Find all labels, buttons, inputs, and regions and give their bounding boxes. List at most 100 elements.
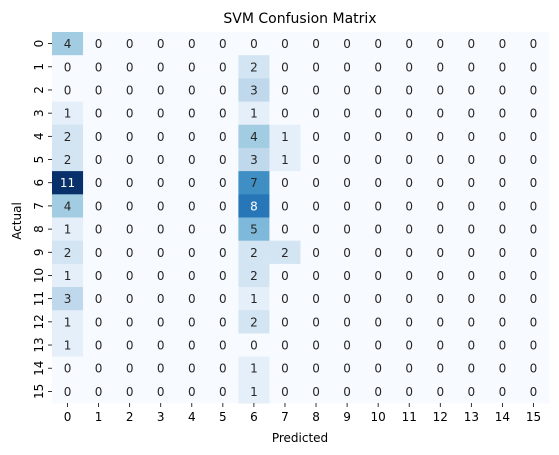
x-tick-label: 6 xyxy=(250,410,258,424)
y-tick-label: 3 xyxy=(32,109,46,117)
heatmap-cell xyxy=(52,263,84,288)
heatmap-cell xyxy=(517,240,550,265)
heatmap-cell xyxy=(517,147,550,172)
cell-value-label: 0 xyxy=(126,315,134,329)
cell-value-label: 0 xyxy=(530,339,538,353)
heatmap-cell xyxy=(269,240,301,265)
cell-value-label: 0 xyxy=(95,60,103,74)
heatmap-cell xyxy=(362,147,395,172)
cell-value-label: 0 xyxy=(374,199,382,213)
heatmap-cell xyxy=(207,333,239,358)
cell-value-label: 0 xyxy=(95,315,103,329)
cell-value-label: 0 xyxy=(374,107,382,121)
heatmap-cell xyxy=(83,333,115,358)
cell-value-label: 0 xyxy=(530,153,538,167)
heatmap-cell xyxy=(176,32,208,56)
cell-value-label: 0 xyxy=(436,83,444,97)
heatmap-cell xyxy=(393,356,426,381)
cell-value-label: 0 xyxy=(530,246,538,260)
cell-value-label: 11 xyxy=(60,176,75,190)
cell-value-label: 0 xyxy=(468,246,476,260)
cell-value-label: 0 xyxy=(312,385,320,399)
heatmap-cell xyxy=(486,287,519,311)
heatmap-cell xyxy=(455,101,488,126)
cell-value-label: 0 xyxy=(250,339,258,353)
heatmap-cell xyxy=(238,356,270,381)
cell-value-label: 0 xyxy=(468,83,476,97)
heatmap-cell xyxy=(455,147,488,172)
cell-value-label: 0 xyxy=(281,83,289,97)
cell-value-label: 0 xyxy=(468,315,476,329)
y-tick-label: 10 xyxy=(32,268,46,283)
cell-value-label: 0 xyxy=(343,37,351,51)
cell-value-label: 0 xyxy=(312,60,320,74)
cell-value-label: 0 xyxy=(312,83,320,97)
cell-value-label: 0 xyxy=(530,60,538,74)
cell-value-label: 0 xyxy=(281,223,289,237)
heatmap-cell xyxy=(424,379,457,404)
heatmap-cell xyxy=(424,32,457,56)
heatmap-cell xyxy=(176,310,208,334)
heatmap-cell xyxy=(331,287,364,311)
cell-value-label: 0 xyxy=(64,60,72,74)
heatmap-cell xyxy=(145,356,177,381)
cell-value-label: 0 xyxy=(157,385,165,399)
heatmap-cell xyxy=(424,240,457,265)
heatmap-cell xyxy=(269,356,301,381)
cell-value-label: 0 xyxy=(188,339,196,353)
cell-value-label: 2 xyxy=(281,246,289,260)
cell-value-label: 0 xyxy=(530,362,538,376)
heatmap-cell xyxy=(362,379,395,404)
cell-value-label: 0 xyxy=(436,385,444,399)
heatmap-cell xyxy=(83,287,115,311)
x-tick-label: 10 xyxy=(371,410,386,424)
cell-value-label: 0 xyxy=(499,385,507,399)
heatmap-cell xyxy=(486,194,519,218)
heatmap-cell xyxy=(145,194,177,218)
heatmap-cell xyxy=(207,240,239,265)
heatmap-cell xyxy=(424,333,457,358)
cell-value-label: 0 xyxy=(188,107,196,121)
heatmap-cell xyxy=(517,124,550,149)
heatmap-cell xyxy=(393,333,426,358)
heatmap-cell xyxy=(52,333,84,358)
heatmap-cell xyxy=(238,240,270,265)
heatmap-cell xyxy=(114,263,146,288)
heatmap-cell xyxy=(269,171,301,195)
heatmap-cell xyxy=(145,240,177,265)
heatmap-cell xyxy=(331,240,364,265)
heatmap-cell xyxy=(114,171,146,195)
heatmap-cell xyxy=(424,55,457,79)
heatmap-cell xyxy=(145,379,177,404)
heatmap-cell xyxy=(114,287,146,311)
cell-value-label: 0 xyxy=(281,339,289,353)
heatmap-cell xyxy=(207,101,239,126)
x-tick-label: 3 xyxy=(157,410,165,424)
heatmap-cell xyxy=(145,217,177,242)
heatmap-cell xyxy=(331,101,364,126)
cell-value-label: 0 xyxy=(188,130,196,144)
y-tick-label: 5 xyxy=(32,156,46,164)
heatmap-cell xyxy=(52,287,84,311)
cell-value-label: 0 xyxy=(436,223,444,237)
cell-value-label: 0 xyxy=(126,362,134,376)
cell-value-label: 1 xyxy=(64,339,72,353)
cell-value-label: 0 xyxy=(499,315,507,329)
heatmap-cell xyxy=(207,194,239,218)
cell-value-label: 0 xyxy=(281,385,289,399)
cell-value-label: 0 xyxy=(126,269,134,283)
cell-value-label: 0 xyxy=(157,60,165,74)
cell-value-label: 0 xyxy=(499,176,507,190)
cell-value-label: 0 xyxy=(343,107,351,121)
cell-value-label: 2 xyxy=(64,246,72,260)
heatmap-cell xyxy=(52,217,84,242)
cell-value-label: 0 xyxy=(312,269,320,283)
cell-value-label: 0 xyxy=(219,246,227,260)
heatmap-cell xyxy=(83,263,115,288)
heatmap-cell xyxy=(331,333,364,358)
heatmap-cell xyxy=(145,171,177,195)
heatmap-cell xyxy=(83,194,115,218)
heatmap-cell xyxy=(486,356,519,381)
cell-value-label: 0 xyxy=(219,199,227,213)
